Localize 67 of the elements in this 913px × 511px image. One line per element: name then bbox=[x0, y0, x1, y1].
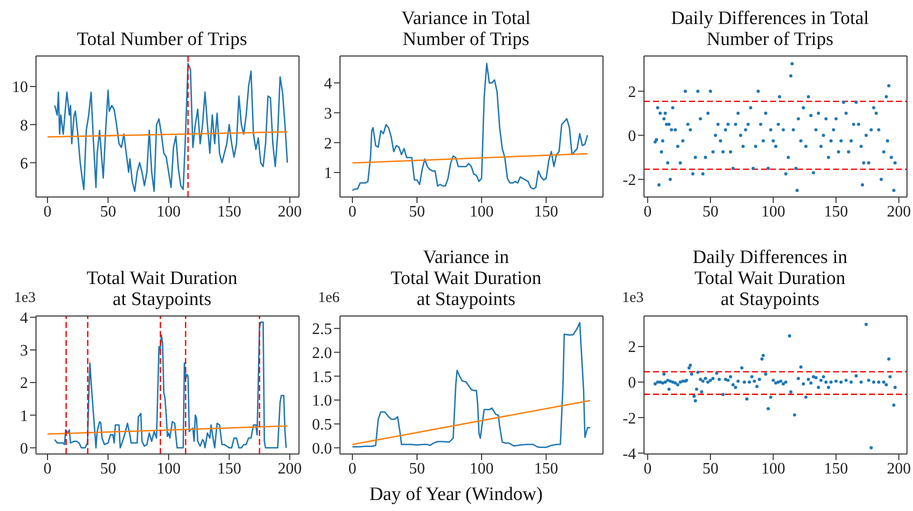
x-tick-label: 200 bbox=[278, 203, 302, 220]
x-tick-label: 50 bbox=[100, 203, 116, 220]
y-tick-label: 2 bbox=[20, 375, 28, 392]
text: 1e3 bbox=[622, 290, 644, 307]
line-series bbox=[54, 62, 288, 192]
x-tick-label: 100 bbox=[470, 203, 494, 220]
x-axis-title: Day of Year (Window) bbox=[368, 484, 544, 506]
y-tick-label: 2.0 bbox=[312, 344, 332, 362]
x-tick-label: 50 bbox=[408, 203, 425, 220]
y-tick-label: -4 bbox=[622, 446, 636, 463]
x-tick-label: 0 bbox=[44, 203, 52, 220]
chart-title: Total Wait Duration at Staypoints bbox=[86, 268, 238, 310]
x-tick-label: 150 bbox=[217, 460, 242, 478]
x-tick-label: 50 bbox=[702, 460, 718, 478]
y-tick-label: 0 bbox=[628, 128, 636, 145]
line-series bbox=[352, 62, 588, 192]
x-tick-label: 100 bbox=[156, 203, 181, 220]
x-tick-label: 0 bbox=[348, 203, 356, 220]
x-tick-label: 100 bbox=[761, 460, 786, 478]
y-tick-label: 8 bbox=[20, 117, 28, 134]
x-tick-label: 150 bbox=[534, 203, 558, 220]
y-tick-label: 1 bbox=[324, 165, 332, 182]
y-tick-label: 4 bbox=[20, 310, 28, 327]
y-tick-label: 0 bbox=[628, 374, 636, 392]
x-tick-label: 0 bbox=[348, 460, 356, 478]
y-tick-label: 4 bbox=[324, 76, 332, 93]
y-tick-label: 1.0 bbox=[312, 392, 332, 410]
chart-title: Variance in Total Number of Trips bbox=[400, 7, 532, 50]
x-tick-label: 100 bbox=[156, 460, 181, 478]
x-tick-label: 50 bbox=[100, 460, 116, 478]
y-tick-label: 6 bbox=[20, 155, 28, 172]
x-tick-label: 150 bbox=[824, 460, 848, 478]
line-series bbox=[54, 322, 287, 448]
y-tick-label: 3 bbox=[20, 342, 28, 360]
x-tick-label: 150 bbox=[534, 460, 558, 478]
text: 1e6 bbox=[318, 290, 340, 307]
y-tick-label: 2 bbox=[628, 84, 636, 101]
y-tick-label: 0 bbox=[20, 440, 28, 458]
chart-title: Daily Differences in Total Number of Trips bbox=[670, 7, 870, 50]
x-tick-label: 200 bbox=[886, 460, 911, 478]
y-tick-label: 2.5 bbox=[312, 321, 332, 338]
x-tick-label: 0 bbox=[44, 460, 52, 478]
line-series bbox=[352, 322, 591, 448]
chart-title: Variance in Total Wait Duration at Staypoints bbox=[390, 247, 542, 310]
x-tick-label: 0 bbox=[644, 460, 652, 478]
chart-title: Daily Differences in Total Wait Duration at Staypoints bbox=[692, 247, 848, 310]
x-tick-label: 0 bbox=[644, 203, 652, 220]
x-tick-label: 100 bbox=[761, 203, 786, 220]
y-tick-label: 2 bbox=[628, 339, 636, 356]
y-tick-label: 3 bbox=[324, 105, 332, 122]
y-tick-label: 10 bbox=[12, 79, 28, 96]
y-tick-label: -2 bbox=[622, 410, 636, 428]
y-tick-label: 1.5 bbox=[312, 368, 332, 386]
x-tick-label: 100 bbox=[470, 460, 494, 478]
chart-title: Total Number of Trips bbox=[76, 28, 248, 50]
x-tick-label: 50 bbox=[702, 203, 718, 220]
y-tick-label: -2 bbox=[622, 172, 636, 190]
x-tick-label: 150 bbox=[217, 203, 242, 220]
text: 1e3 bbox=[14, 290, 36, 307]
x-tick-label: 200 bbox=[886, 203, 911, 220]
x-tick-label: 150 bbox=[824, 203, 848, 220]
y-tick-label: 0.0 bbox=[312, 440, 332, 458]
y-tick-label: 0.5 bbox=[312, 416, 332, 434]
y-tick-label: 1 bbox=[20, 408, 28, 425]
x-tick-label: 50 bbox=[408, 460, 425, 478]
x-tick-label: 200 bbox=[278, 460, 302, 478]
y-tick-label: 2 bbox=[324, 135, 332, 152]
